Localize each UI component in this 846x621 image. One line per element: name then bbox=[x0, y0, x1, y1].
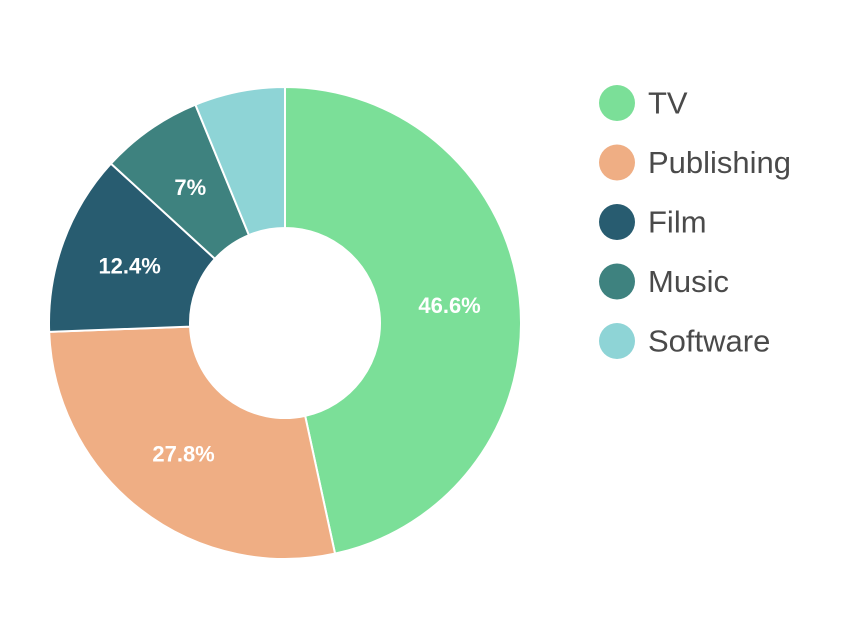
slice-software bbox=[194, 85, 286, 237]
legend-item-tv: TV bbox=[599, 85, 688, 121]
legend-item-software: Software bbox=[599, 323, 770, 359]
legend-label-music: Music bbox=[648, 264, 729, 299]
slice-publishing bbox=[48, 325, 337, 560]
legend-swatch-software bbox=[599, 323, 635, 359]
legend-label-publishing: Publishing bbox=[648, 145, 791, 180]
legend-label-software: Software bbox=[648, 324, 770, 359]
slice-label-music: 7% bbox=[174, 175, 206, 200]
legend-swatch-film bbox=[599, 204, 635, 240]
legend-label-tv: TV bbox=[648, 86, 688, 121]
slices-group bbox=[48, 85, 522, 560]
legend-swatch-publishing bbox=[599, 144, 635, 181]
legend-item-publishing: Publishing bbox=[599, 144, 791, 181]
slice-film bbox=[48, 162, 217, 333]
legend-swatch-tv bbox=[599, 85, 635, 121]
legend-item-music: Music bbox=[599, 263, 729, 300]
legend-label-film: Film bbox=[648, 205, 707, 240]
slice-tv bbox=[284, 85, 522, 555]
slice-label-film: 12.4% bbox=[98, 253, 160, 278]
legend-swatch-music bbox=[599, 263, 635, 300]
legend-item-film: Film bbox=[599, 204, 707, 240]
slice-label-publishing: 27.8% bbox=[152, 441, 214, 466]
slice-label-tv: 46.6% bbox=[418, 293, 480, 318]
slice-labels-group: 46.6% 27.8% 12.4% 7% bbox=[98, 175, 480, 466]
legend: TV Publishing Film Music Software bbox=[599, 85, 791, 359]
